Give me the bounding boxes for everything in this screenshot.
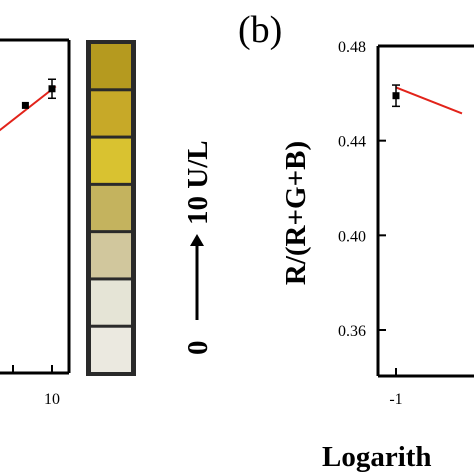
color-strip [86,40,136,376]
panel-b-marks [392,84,463,115]
panel-b-y-tick-label: 0.48 [338,39,366,56]
panel-a: 10 [0,38,71,408]
color-strip-swatches [91,44,131,372]
panel-b: (b) -1 0.48 0.44 0.40 0.36 R/(R+G+B) Logari… [238,9,474,473]
color-swatch [91,44,131,89]
data-point [48,85,56,93]
panel-a-marks [0,78,57,132]
data-point [392,92,400,100]
strip-arrow-head [190,234,204,246]
panel-b-y-ticks: 0.48 0.44 0.40 0.36 [338,39,386,340]
strip-label-range: 10 U/L [182,140,214,225]
panel-b-label: (b) [238,9,282,51]
panel-b-x-tick-label: -1 [389,391,402,408]
strip-label-zero: 0 [182,341,214,356]
panel-b-x-axis-title: Logarith [322,441,432,473]
color-swatch [91,327,131,372]
color-swatch [91,185,131,231]
panel-b-y-tick-label: 0.36 [338,323,366,340]
panel-b-y-tick-label: 0.44 [338,134,366,151]
fit-line [0,85,57,132]
panel-b-y-axis-title: R/(R+G+B) [280,141,312,285]
panel-b-y-tick-label: 0.40 [338,228,366,245]
fit-line [395,86,463,115]
color-swatch [91,138,131,183]
data-point [21,101,29,109]
color-swatch [91,280,131,325]
panel-a-x-tick-label: 10 [44,391,60,408]
color-swatch [91,91,131,136]
color-swatch [91,233,131,278]
strip-label: 0 10 U/L [182,140,214,355]
